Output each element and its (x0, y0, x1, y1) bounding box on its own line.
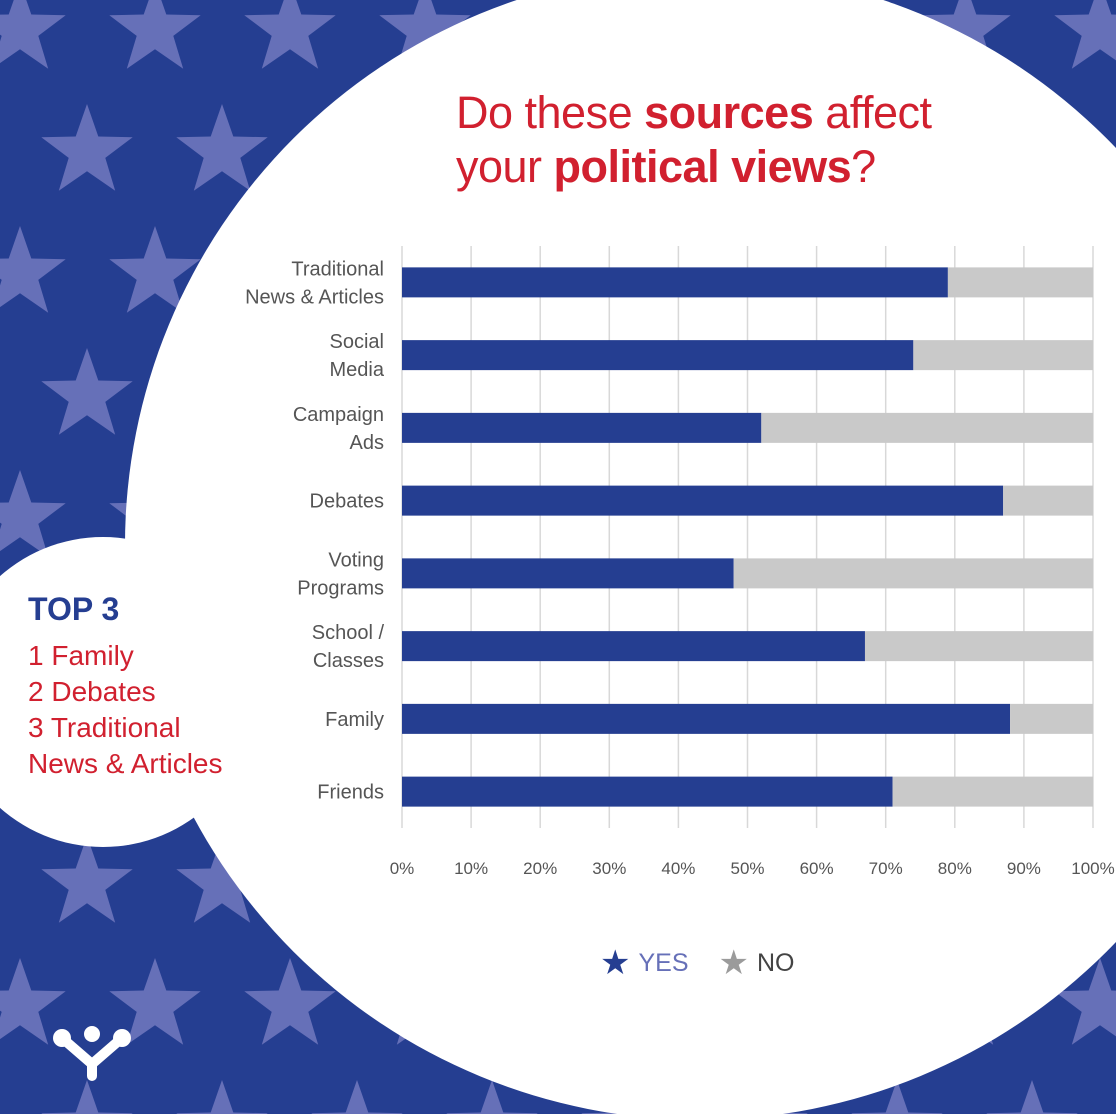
bar-yes (402, 340, 914, 371)
category-label: Ads (350, 432, 384, 454)
x-tick-label: 70% (869, 859, 903, 878)
logo-icon (53, 1026, 131, 1081)
background-star (0, 470, 66, 557)
background-star (41, 836, 133, 923)
x-tick-label: 50% (730, 859, 764, 878)
background-star (244, 0, 336, 69)
background-star (1054, 0, 1116, 69)
background-star (851, 1080, 943, 1114)
top3-item-3: 3 Traditional (28, 712, 181, 743)
category-label: Social (330, 331, 384, 353)
category-label: Traditional (291, 258, 384, 280)
star-icon: ★ (718, 944, 749, 982)
x-tick-label: 40% (661, 859, 695, 878)
bar-yes (402, 631, 865, 662)
category-label: Voting (328, 549, 384, 571)
background-star (41, 1080, 133, 1114)
legend-yes-label: YES (638, 948, 689, 977)
bar-no (761, 412, 1093, 443)
x-tick-label: 60% (800, 859, 834, 878)
bar-no (892, 776, 1093, 807)
title-line-2: your political views? (456, 141, 876, 192)
title-line-1: Do these sources affect (456, 87, 932, 138)
background-star (109, 958, 201, 1045)
category-label: School / (312, 622, 385, 644)
bar-yes (402, 703, 1011, 734)
bar-no (1010, 703, 1093, 734)
bar-no (733, 558, 1093, 589)
top3-heading: TOP 3 (28, 591, 120, 627)
category-label: Classes (313, 650, 384, 672)
category-label: News & Articles (245, 286, 384, 308)
bar-yes (402, 776, 893, 807)
background-star (109, 226, 201, 313)
x-tick-label: 100% (1071, 859, 1114, 878)
background-star (986, 1080, 1078, 1114)
bars (402, 267, 1093, 807)
legend-no-label: NO (757, 948, 795, 977)
legend: ★ YES ★ NO (600, 946, 825, 980)
background-star (0, 226, 66, 313)
bar-no (864, 631, 1093, 662)
category-label: Programs (297, 577, 384, 599)
top3-white-circle (0, 537, 258, 847)
background-star (176, 104, 268, 191)
top3-item-3-continued: News & Articles (28, 748, 223, 779)
category-labels: Traditional News & Articles Social Media Cam… (245, 258, 385, 803)
x-tick-label: 30% (592, 859, 626, 878)
background-star (0, 958, 66, 1045)
legend-yes: ★ YES (600, 946, 689, 980)
star-icon: ★ (600, 944, 631, 982)
top3-panel: TOP 3 1 Family 2 Debates 3 Traditional N… (28, 588, 278, 782)
top3-item-1: 1 Family (28, 640, 134, 671)
background-star (0, 0, 66, 69)
bar-yes (402, 267, 948, 298)
background-star (446, 1080, 538, 1114)
background-star (244, 958, 336, 1045)
chart-title: Do these sources affect your political v… (456, 86, 1056, 194)
category-label: Family (325, 709, 384, 731)
x-tick-label: 0% (390, 859, 415, 878)
gridlines (401, 246, 1094, 828)
bar-yes (402, 558, 734, 589)
x-tick-label: 10% (454, 859, 488, 878)
category-label: Media (330, 359, 385, 381)
category-label: Debates (310, 491, 385, 513)
bar-no (913, 340, 1093, 371)
x-tick-label: 20% (523, 859, 557, 878)
background-star (109, 0, 201, 69)
background-star (1054, 958, 1116, 1045)
x-tick-label: 90% (1007, 859, 1041, 878)
background-star (176, 836, 268, 923)
legend-no: ★ NO (719, 946, 795, 980)
category-label: Friends (317, 782, 384, 804)
background-star (41, 104, 133, 191)
x-tick-label: 80% (938, 859, 972, 878)
category-label: Campaign (293, 404, 384, 426)
bar-no (1003, 485, 1093, 516)
bar-yes (402, 485, 1004, 516)
bar-no (947, 267, 1093, 298)
bar-yes (402, 412, 762, 443)
x-axis-ticks: 0% 10% 20% 30% 40% 50% 60% 70% 80% 90% 100% (390, 859, 1115, 878)
background-star (41, 348, 133, 435)
background-star (311, 1080, 403, 1114)
top3-item-2: 2 Debates (28, 676, 156, 707)
background-star (176, 1080, 268, 1114)
